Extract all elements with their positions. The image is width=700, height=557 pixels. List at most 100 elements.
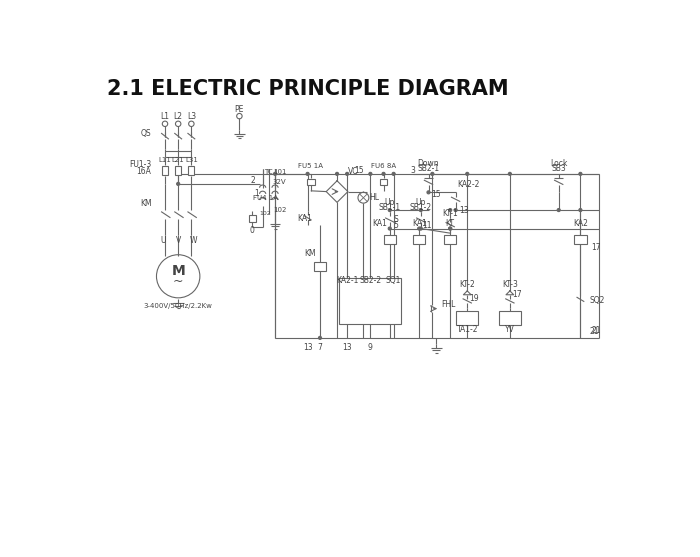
Text: 32V: 32V <box>273 179 286 185</box>
Text: KA2-1: KA2-1 <box>336 276 358 285</box>
Bar <box>413 234 426 244</box>
Circle shape <box>346 172 349 175</box>
Text: 13: 13 <box>342 343 352 351</box>
Text: S: S <box>393 215 398 224</box>
Bar <box>444 234 456 244</box>
Circle shape <box>389 227 391 230</box>
Circle shape <box>454 208 457 212</box>
Text: 11: 11 <box>422 221 432 230</box>
Circle shape <box>449 208 452 212</box>
Circle shape <box>579 208 582 212</box>
Text: L21: L21 <box>172 157 185 163</box>
Circle shape <box>176 182 180 185</box>
Text: 21: 21 <box>589 327 599 336</box>
Circle shape <box>419 208 422 212</box>
Text: 0: 0 <box>249 226 254 236</box>
Circle shape <box>466 172 469 175</box>
Text: KA2-2: KA2-2 <box>457 180 480 189</box>
Text: 9: 9 <box>368 343 373 351</box>
Circle shape <box>335 172 339 175</box>
Circle shape <box>389 208 391 212</box>
Circle shape <box>508 172 512 175</box>
Text: TC: TC <box>264 169 273 174</box>
Text: FHL: FHL <box>442 300 456 309</box>
Text: 21: 21 <box>592 326 601 335</box>
Bar <box>162 166 168 175</box>
Text: PE: PE <box>234 105 244 114</box>
Text: KT-3: KT-3 <box>502 280 518 289</box>
Bar <box>307 179 314 185</box>
Text: Up: Up <box>384 198 395 207</box>
Circle shape <box>392 172 396 175</box>
Text: FU4 1A: FU4 1A <box>253 195 279 201</box>
Circle shape <box>382 172 385 175</box>
Text: 2: 2 <box>251 175 256 184</box>
Text: KA1: KA1 <box>372 219 388 228</box>
Text: 15: 15 <box>354 165 363 174</box>
Text: KA2: KA2 <box>573 219 588 228</box>
Circle shape <box>418 227 421 230</box>
Text: 5: 5 <box>393 221 398 230</box>
Circle shape <box>449 227 452 230</box>
Text: KA1: KA1 <box>297 214 312 223</box>
Bar <box>384 234 396 244</box>
Text: L31: L31 <box>185 157 198 163</box>
Bar <box>314 262 326 271</box>
Text: KA1: KA1 <box>412 219 426 228</box>
Text: 102: 102 <box>260 212 271 217</box>
Text: 17: 17 <box>512 290 522 299</box>
Bar <box>456 311 478 325</box>
Text: TA1-2: TA1-2 <box>456 325 478 334</box>
Text: SB1-2: SB1-2 <box>410 203 432 212</box>
Text: 2.1 ELECTRIC PRINCIPLE DIAGRAM: 2.1 ELECTRIC PRINCIPLE DIAGRAM <box>107 79 508 99</box>
Text: Lock: Lock <box>550 159 568 168</box>
Text: SB2-1: SB2-1 <box>417 164 440 173</box>
Circle shape <box>369 172 372 175</box>
Text: L11: L11 <box>159 157 172 163</box>
Bar <box>499 311 521 325</box>
Text: YV: YV <box>505 325 514 334</box>
Bar <box>248 214 256 222</box>
Circle shape <box>318 336 321 339</box>
Text: SB1-1: SB1-1 <box>379 203 401 212</box>
Text: ~: ~ <box>173 275 183 287</box>
Text: 13: 13 <box>458 206 468 214</box>
Text: L2: L2 <box>174 113 183 121</box>
Circle shape <box>557 208 560 212</box>
Text: KM: KM <box>304 250 316 258</box>
Circle shape <box>430 172 434 175</box>
Text: SQ2: SQ2 <box>589 296 605 305</box>
Text: 15: 15 <box>432 190 441 199</box>
Text: SB3: SB3 <box>552 164 566 173</box>
Text: 13: 13 <box>303 343 312 351</box>
Text: L1: L1 <box>160 113 169 121</box>
Circle shape <box>579 172 582 175</box>
Text: VC: VC <box>348 167 358 176</box>
Text: Up: Up <box>416 198 426 207</box>
Circle shape <box>419 227 422 230</box>
Bar <box>188 166 195 175</box>
Text: KT: KT <box>446 219 455 228</box>
Text: 3: 3 <box>411 165 415 174</box>
Text: W: W <box>190 236 197 245</box>
Bar <box>340 278 401 324</box>
Text: 17: 17 <box>591 242 601 252</box>
Text: 7: 7 <box>318 343 323 351</box>
Text: KT-2: KT-2 <box>459 280 475 289</box>
Text: QS: QS <box>141 129 151 138</box>
Text: KM: KM <box>140 199 152 208</box>
Text: SQ1: SQ1 <box>386 276 401 285</box>
Circle shape <box>306 172 309 175</box>
Text: U: U <box>160 236 165 245</box>
Text: Down: Down <box>418 159 440 168</box>
Circle shape <box>427 191 430 194</box>
Text: FU5 1A: FU5 1A <box>298 163 323 169</box>
Text: KT-1: KT-1 <box>442 209 458 218</box>
Text: M: M <box>172 264 185 278</box>
Text: FU1-3: FU1-3 <box>129 160 151 169</box>
Text: 16A: 16A <box>136 167 151 176</box>
Circle shape <box>274 172 276 175</box>
Circle shape <box>449 227 452 230</box>
Text: 101: 101 <box>273 169 286 174</box>
Text: SB2-2: SB2-2 <box>359 276 382 285</box>
